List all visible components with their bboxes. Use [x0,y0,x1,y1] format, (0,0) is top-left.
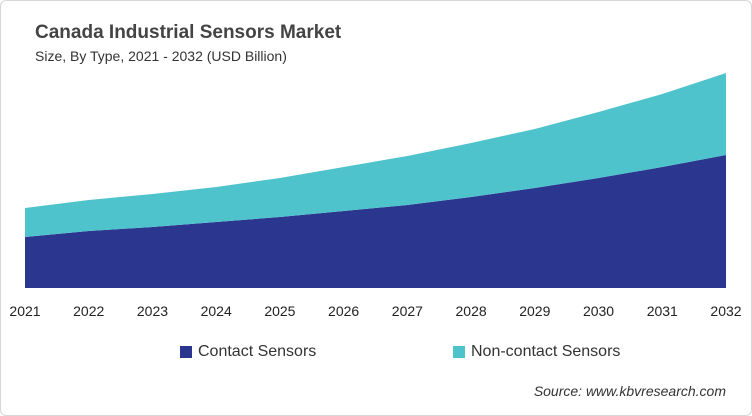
source-note: Source: www.kbvresearch.com [533,383,726,399]
legend-swatch-contact [180,346,192,358]
x-tick-label: 2029 [519,303,550,319]
x-tick-label: 2032 [710,303,741,319]
area-series-0 [25,155,726,288]
x-tick-label: 2028 [456,303,487,319]
x-tick-label: 2026 [328,303,359,319]
legend-item-contact: Contact Sensors [180,343,316,361]
chart-title: Canada Industrial Sensors Market [35,22,342,43]
legend-label-noncontact: Non-contact Sensors [471,343,621,360]
x-tick-label: 2025 [264,303,295,319]
legend-swatch-noncontact [453,346,465,358]
x-tick-label: 2024 [201,303,232,319]
x-tick-label: 2021 [9,303,40,319]
x-tick-label: 2027 [392,303,423,319]
x-tick-label: 2031 [647,303,678,319]
legend-label-contact: Contact Sensors [198,343,317,360]
x-tick-label: 2022 [73,303,104,319]
legend-item-noncontact: Non-contact Sensors [453,343,620,361]
x-tick-label: 2030 [583,303,614,319]
chart-subtitle: Size, By Type, 2021 - 2032 (USD Billion) [35,48,287,64]
area-series-1 [25,73,726,237]
x-tick-label: 2023 [137,303,168,319]
